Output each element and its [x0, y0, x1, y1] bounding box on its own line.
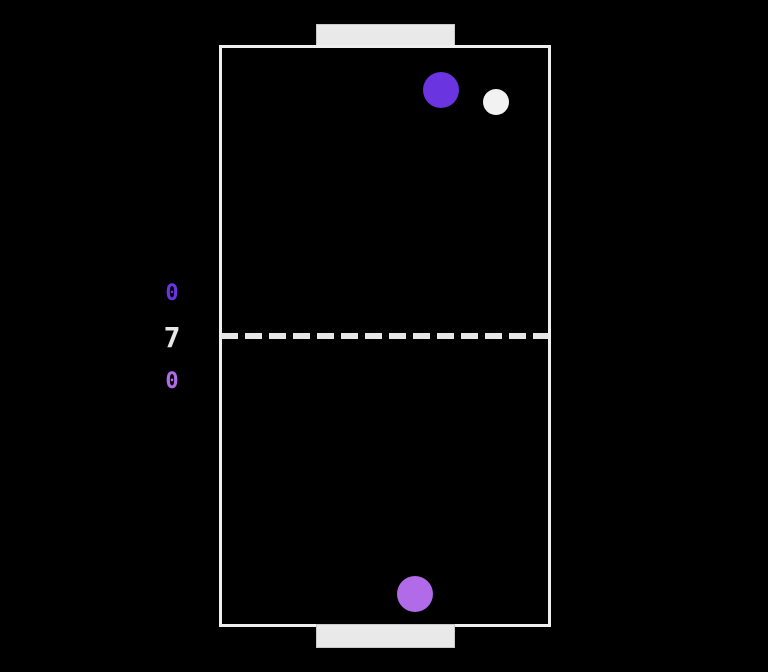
top-player-mallet-icon[interactable] [423, 72, 459, 108]
top-player-score: 0 [165, 281, 179, 306]
bottom-goal [316, 624, 455, 648]
center-line [221, 333, 549, 339]
bottom-player-score: 0 [165, 369, 179, 394]
timer-display: 7 [163, 321, 181, 354]
bottom-player-mallet-icon[interactable] [397, 576, 433, 612]
puck-icon [483, 89, 509, 115]
